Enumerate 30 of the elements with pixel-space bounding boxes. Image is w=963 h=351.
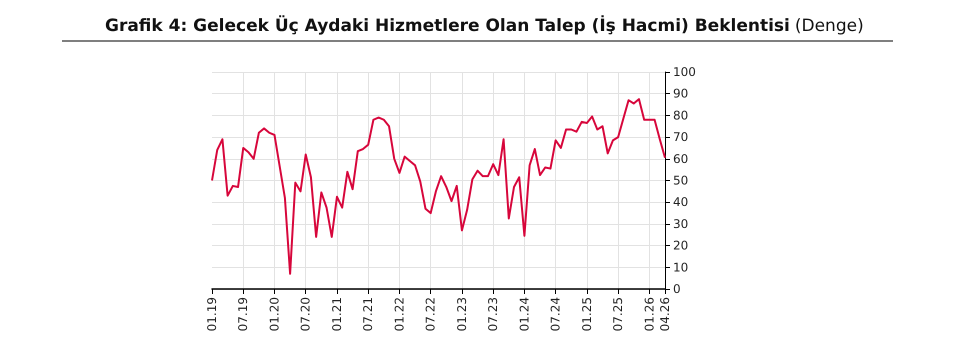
y-tick-label: 10 — [673, 260, 688, 274]
y-tick-label: 90 — [673, 86, 688, 101]
x-tick-label: 01.25 — [580, 297, 594, 332]
x-tick-label: 01.24 — [517, 297, 532, 332]
x-tick-label: 01.26 — [642, 297, 656, 332]
y-tick-label: 70 — [673, 130, 688, 144]
y-tick-label: 80 — [673, 108, 688, 122]
line-series — [211, 98, 666, 275]
x-tick-label: 01.22 — [392, 297, 406, 332]
text: (Denge) — [794, 16, 864, 36]
x-tick-label: 04.26 — [658, 297, 672, 332]
chart-title: Grafik 4: Gelecek Üç Aydaki Hizmetlere Olan Talep (İş Hacmi) Beklentisi — [105, 15, 790, 36]
x-tick-label: 01.23 — [454, 297, 469, 332]
x-tick-label: 07.23 — [486, 297, 500, 332]
x-tick-label: 07.24 — [548, 297, 563, 332]
x-tick-label: 07.20 — [298, 297, 313, 332]
x-tick-label: 01.20 — [267, 297, 282, 332]
y-tick-label: 50 — [673, 174, 688, 188]
x-tick-label: 01.19 — [205, 297, 219, 332]
x-tick-label: 07.25 — [611, 297, 626, 332]
x-tick-label: 07.21 — [361, 297, 376, 332]
x-tick-label: 07.22 — [424, 297, 438, 332]
y-tick-label: 60 — [673, 152, 688, 166]
y-tick-label: 30 — [673, 216, 688, 231]
y-tick-label: 0 — [673, 282, 681, 296]
x-tick-label: 01.21 — [330, 297, 344, 332]
y-tick-label: 20 — [673, 238, 688, 253]
x-tick-label: 07.19 — [236, 297, 250, 332]
y-tick-label: 40 — [673, 195, 688, 210]
y-tick-label: 100 — [673, 65, 696, 79]
